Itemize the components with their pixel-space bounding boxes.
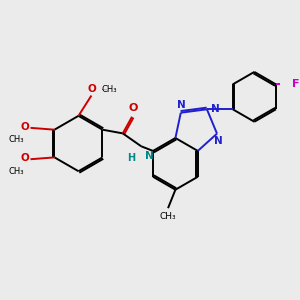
Text: N: N <box>214 136 222 146</box>
Text: O: O <box>21 153 30 163</box>
Text: CH₃: CH₃ <box>102 85 117 94</box>
Text: CH₃: CH₃ <box>160 212 176 221</box>
Text: O: O <box>128 103 138 113</box>
Text: F: F <box>292 80 299 89</box>
Text: O: O <box>21 122 30 132</box>
Text: CH₃: CH₃ <box>9 167 24 176</box>
Text: H: H <box>128 153 136 163</box>
Text: N: N <box>211 104 219 114</box>
Text: N: N <box>177 100 186 110</box>
Text: methoxy: methoxy <box>102 89 108 90</box>
Text: N: N <box>145 151 154 161</box>
Text: O: O <box>87 84 96 94</box>
Text: CH₃: CH₃ <box>9 135 24 144</box>
